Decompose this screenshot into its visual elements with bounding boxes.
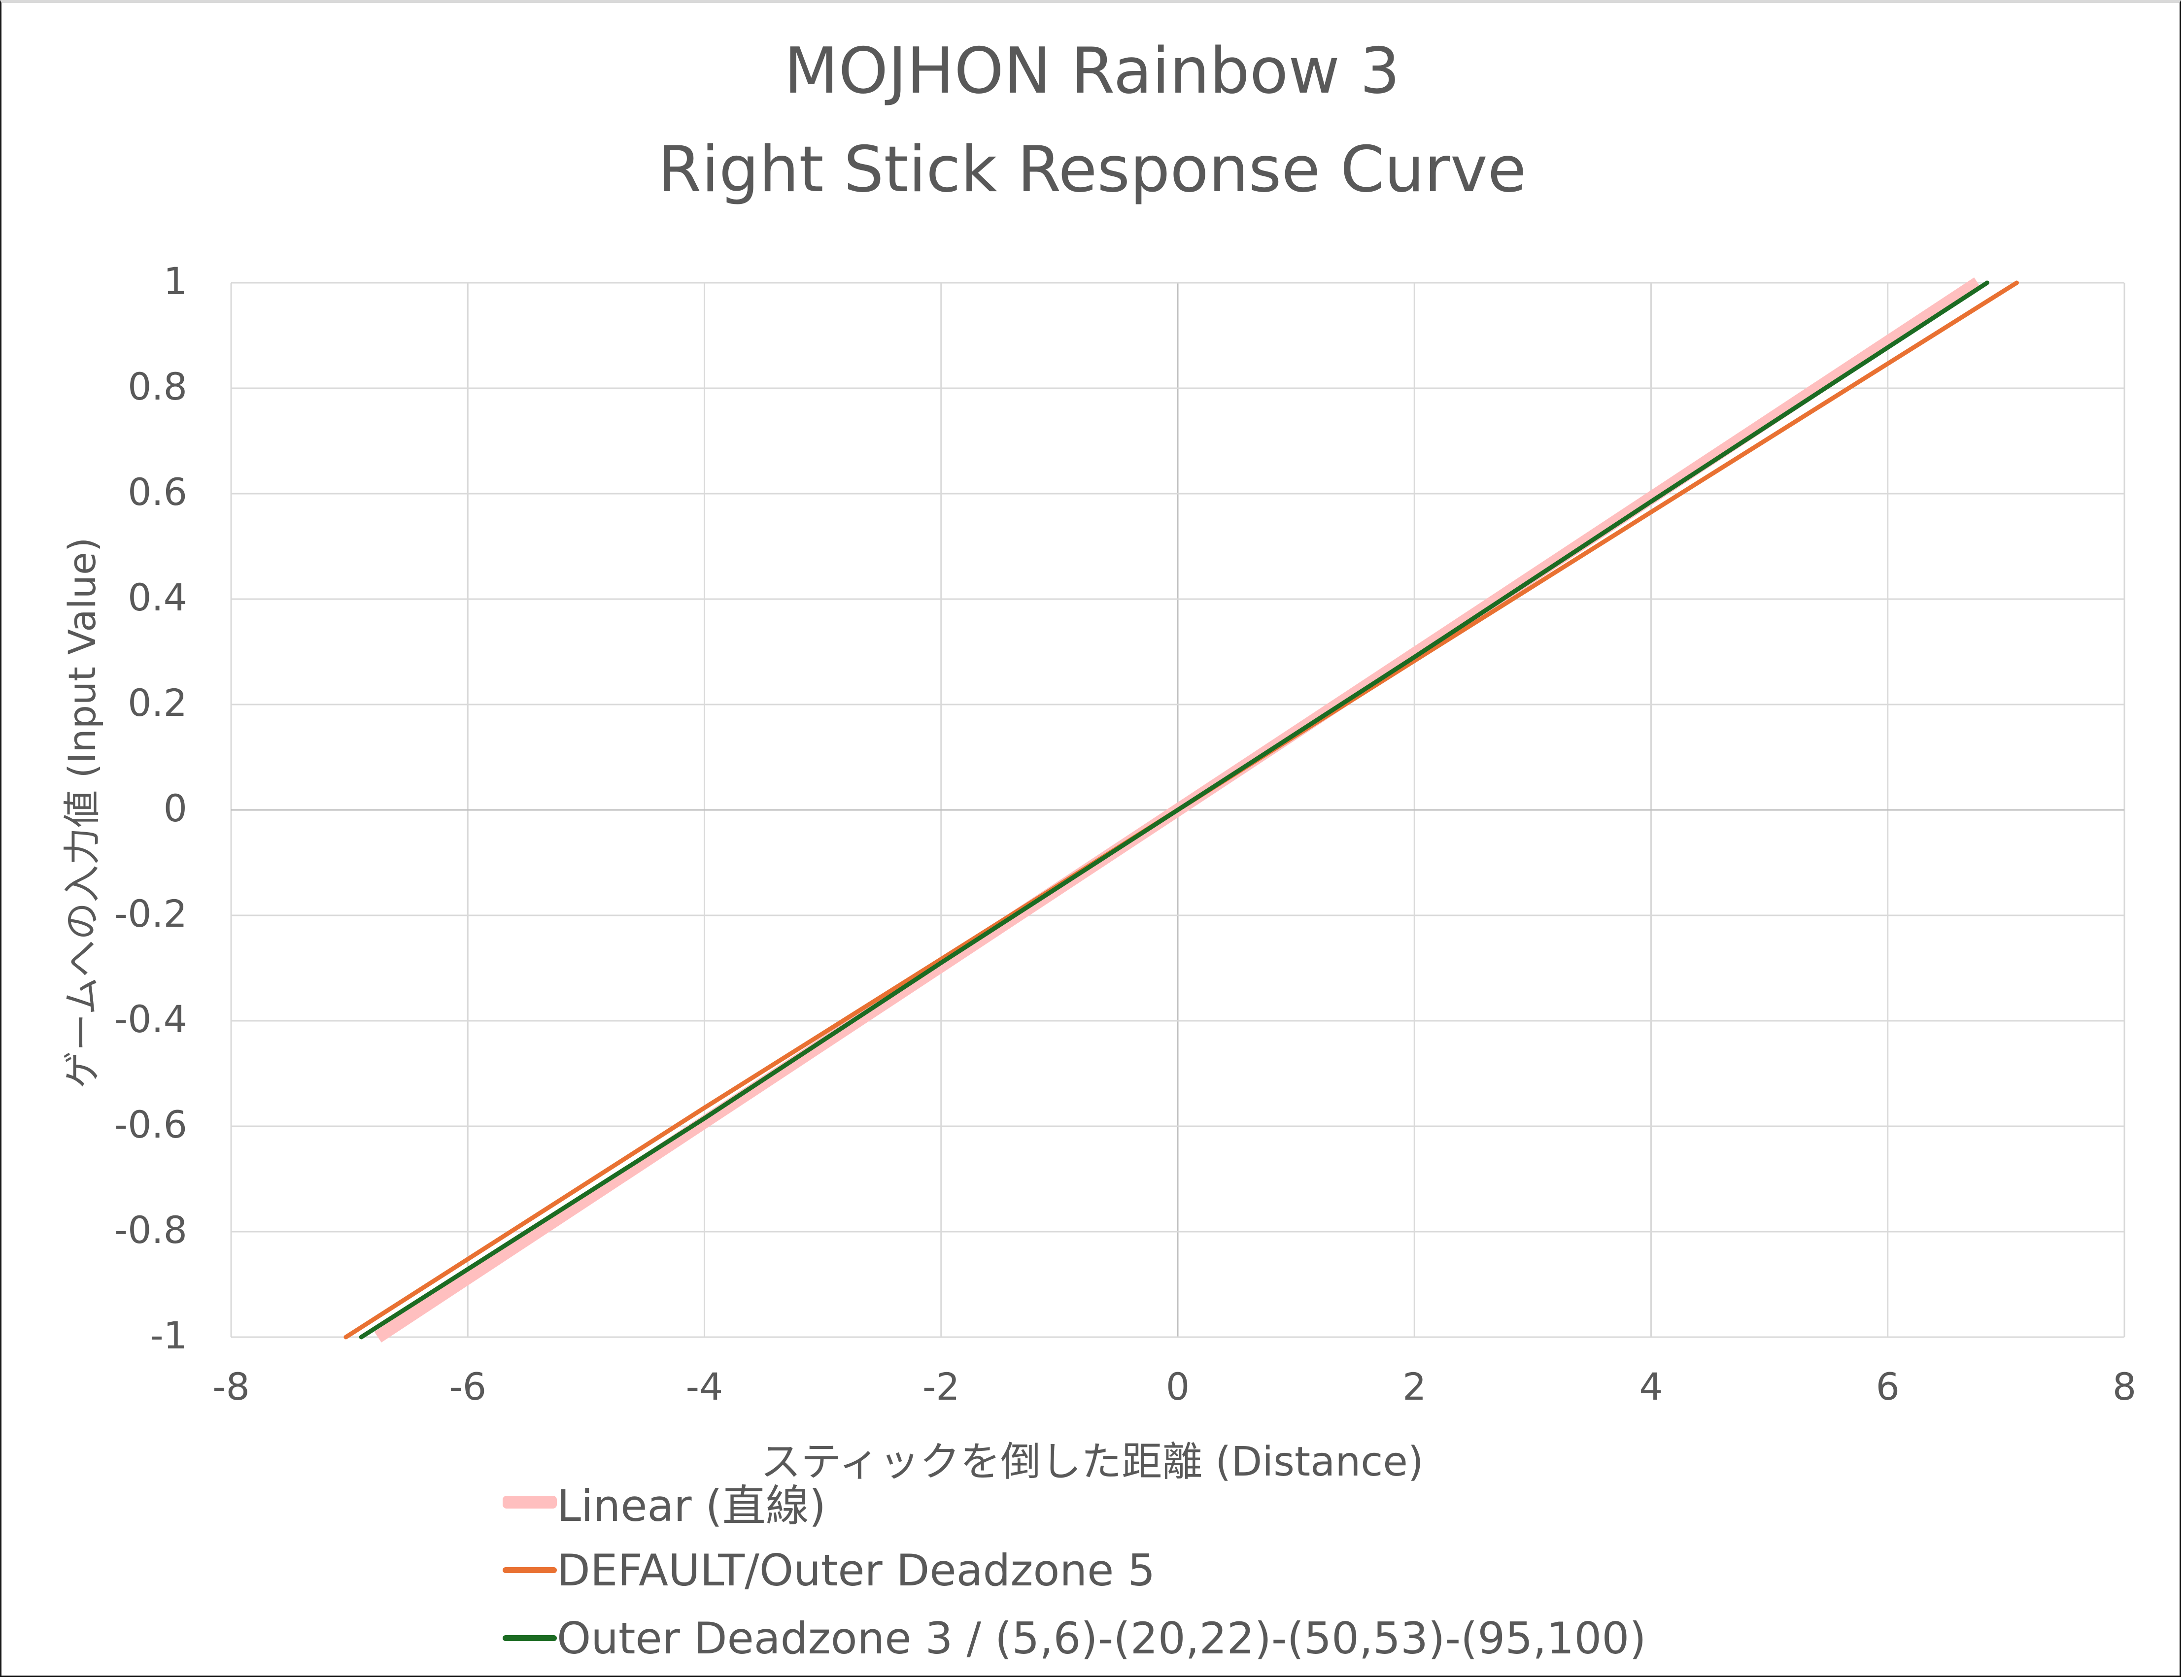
y-tick-label: -0.6 <box>114 1103 187 1146</box>
legend-item-linear: Linear (直線) <box>503 1468 1646 1536</box>
series-line-2 <box>359 280 1989 1340</box>
x-axis-label: スティックを倒した距離 (Distance) <box>760 1439 1424 1485</box>
legend-label: Linear (直線) <box>557 1480 826 1531</box>
y-tick-label: -0.4 <box>114 997 187 1041</box>
legend-item-outer-deadzone-3: Outer Deadzone 3 / (5,6)-(20,22)-(50,53)… <box>503 1604 1646 1672</box>
y-tick-label: 0 <box>163 786 187 830</box>
y-tick-label: -1 <box>150 1313 187 1357</box>
x-tick-label: 6 <box>1876 1365 1900 1409</box>
x-tick-label: -6 <box>449 1365 487 1409</box>
x-tick-label: 4 <box>1639 1365 1663 1409</box>
x-tick-label: -8 <box>212 1365 250 1409</box>
y-axis-label: ゲームへの入力値 (Input Value) <box>60 537 104 1089</box>
y-tick-label: 0.2 <box>128 681 187 725</box>
x-tick-label: 8 <box>2112 1365 2137 1409</box>
legend-swatch-outer-deadzone-3 <box>503 1635 557 1641</box>
legend: Linear (直線) DEFAULT/Outer Deadzone 5 Out… <box>503 1468 1646 1672</box>
legend-label: Outer Deadzone 3 / (5,6)-(20,22)-(50,53)… <box>557 1613 1646 1664</box>
y-tick-label: -0.2 <box>114 892 187 936</box>
legend-swatch-linear <box>503 1496 557 1509</box>
x-tick-label: -4 <box>685 1365 723 1409</box>
legend-label: DEFAULT/Outer Deadzone 5 <box>557 1545 1156 1596</box>
x-tick-label: -2 <box>922 1365 960 1409</box>
y-tick-label: 0.4 <box>128 575 187 619</box>
x-tick-label: 0 <box>1165 1365 1190 1409</box>
y-tick-label: 0.6 <box>128 470 187 514</box>
legend-swatch-default <box>503 1567 557 1573</box>
y-tick-label: 1 <box>163 259 187 303</box>
chart-title-line2: Right Stick Response Curve <box>657 133 1527 206</box>
x-tick-label: 2 <box>1402 1365 1427 1409</box>
y-tick-label: 0.8 <box>128 365 187 408</box>
y-tick-label: -0.8 <box>114 1208 187 1252</box>
legend-item-default: DEFAULT/Outer Deadzone 5 <box>503 1536 1646 1604</box>
chart-title-line1: MOJHON Rainbow 3 <box>784 34 1400 108</box>
